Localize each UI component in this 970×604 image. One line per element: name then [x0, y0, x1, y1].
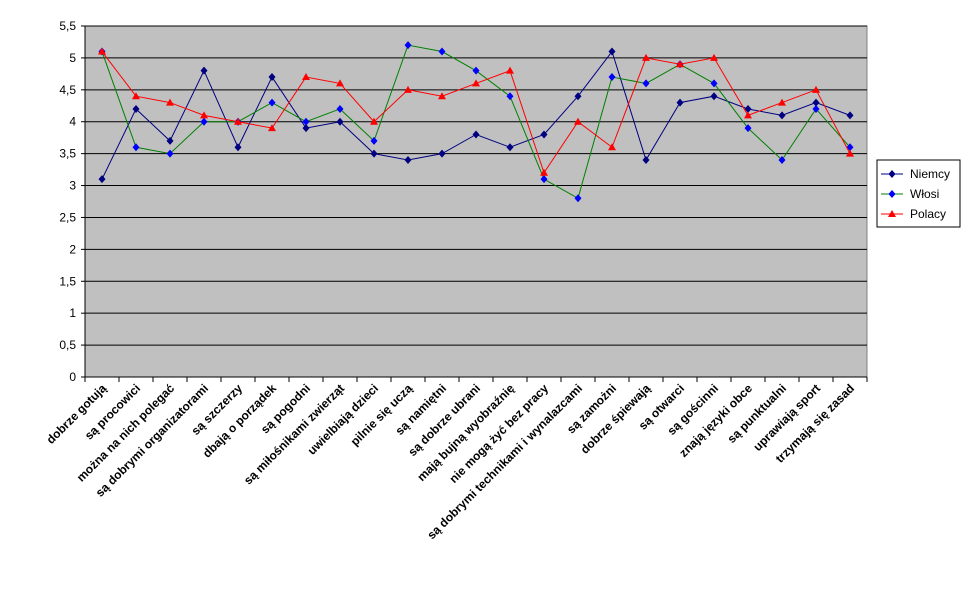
- data-point: [404, 41, 412, 50]
- data-point: [812, 104, 820, 113]
- data-point: [540, 130, 548, 139]
- y-tick-label: 1,5: [59, 274, 76, 288]
- data-point: [234, 117, 242, 125]
- data-point: [574, 92, 582, 101]
- data-point: [132, 143, 140, 152]
- data-point: [336, 79, 344, 87]
- data-point: [642, 156, 650, 165]
- y-tick-label: 2: [69, 242, 76, 256]
- data-point: [642, 79, 650, 88]
- data-point: [778, 98, 786, 106]
- data-point: [540, 168, 548, 176]
- legend-item: Włosi: [881, 187, 939, 201]
- data-point: [608, 73, 616, 82]
- y-tick-label: 3: [69, 179, 76, 193]
- data-point: [574, 194, 582, 203]
- data-point: [438, 149, 446, 158]
- y-tick-labels: 0 0,5 1 1,5 2 2,5 3 3,5 4 4,5 5 5,5: [59, 19, 76, 384]
- data-point: [268, 73, 276, 82]
- data-point: [200, 66, 208, 75]
- axes: [81, 25, 868, 382]
- y-tick-label: 4: [69, 115, 76, 129]
- data-point: [268, 98, 276, 107]
- data-point: [438, 92, 446, 100]
- y-tick-label: 5,5: [59, 19, 76, 33]
- y-tick-label: 1: [69, 306, 76, 320]
- legend: Niemcy Włosi Polacy: [876, 159, 961, 228]
- data-point: [506, 66, 514, 74]
- data-point: [472, 79, 480, 87]
- data-point: [472, 130, 480, 139]
- y-tick-label: 4,5: [59, 83, 76, 97]
- data-point: [370, 136, 378, 145]
- data-point: [472, 66, 480, 75]
- data-point: [812, 98, 820, 107]
- data-point: [132, 104, 140, 113]
- series-włosi: [98, 41, 854, 203]
- legend-item: Polacy: [881, 207, 946, 221]
- data-point: [506, 92, 514, 101]
- y-tick-label: 3,5: [59, 147, 76, 161]
- data-point: [132, 92, 140, 100]
- data-point: [98, 175, 106, 184]
- data-point: [234, 143, 242, 152]
- gridlines: [85, 25, 867, 346]
- data-point: [778, 156, 786, 165]
- legend-label: Polacy: [910, 207, 946, 221]
- data-point: [846, 149, 854, 157]
- data-point: [710, 92, 718, 101]
- data-point: [744, 124, 752, 133]
- y-tick-label: 0: [69, 370, 76, 384]
- legend-label: Włosi: [910, 187, 939, 201]
- data-point: [166, 149, 174, 158]
- data-point: [676, 60, 684, 68]
- data-point: [608, 47, 616, 56]
- data-point: [676, 98, 684, 107]
- plot-area: [84, 25, 868, 378]
- data-point: [166, 98, 174, 106]
- data-point: [888, 190, 896, 198]
- data-point: [370, 149, 378, 158]
- series-niemcy: [98, 47, 854, 184]
- legend-item: Niemcy: [881, 167, 950, 181]
- data-point: [404, 156, 412, 165]
- data-point: [302, 124, 310, 133]
- legend-label: Niemcy: [910, 167, 950, 181]
- data-point: [710, 53, 718, 61]
- data-point: [540, 175, 548, 184]
- data-point: [888, 210, 896, 217]
- data-point: [778, 111, 786, 120]
- series-group: [98, 41, 854, 203]
- data-point: [744, 104, 752, 113]
- data-point: [404, 85, 412, 93]
- data-point: [642, 53, 650, 61]
- data-point: [200, 111, 208, 119]
- y-tick-label: 0,5: [59, 338, 76, 352]
- data-point: [302, 73, 310, 81]
- data-point: [812, 85, 820, 93]
- data-point: [506, 143, 514, 152]
- data-point: [608, 143, 616, 151]
- data-point: [710, 79, 718, 88]
- series-polacy: [98, 47, 854, 176]
- data-point: [98, 47, 106, 55]
- y-tick-label: 5: [69, 51, 76, 65]
- data-point: [302, 117, 310, 126]
- data-point: [336, 117, 344, 126]
- data-point: [574, 117, 582, 125]
- data-point: [166, 136, 174, 145]
- data-point: [744, 111, 752, 119]
- data-point: [200, 117, 208, 126]
- data-point: [438, 47, 446, 56]
- data-point: [846, 143, 854, 152]
- data-point: [268, 124, 276, 132]
- data-point: [336, 104, 344, 113]
- data-point: [370, 117, 378, 125]
- data-point: [888, 170, 896, 178]
- data-point: [846, 111, 854, 120]
- y-tick-label: 2,5: [59, 210, 76, 224]
